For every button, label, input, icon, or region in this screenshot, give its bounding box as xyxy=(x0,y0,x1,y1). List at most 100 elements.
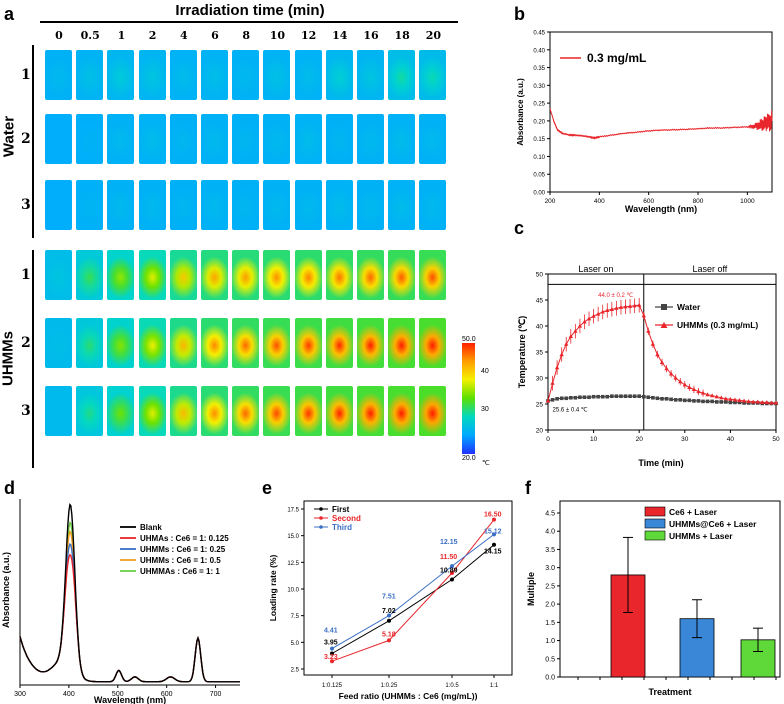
thermal-image xyxy=(45,180,72,230)
thermal-image xyxy=(169,318,197,368)
data-label: 12.15 xyxy=(440,539,458,546)
legend-swatch xyxy=(644,506,666,517)
thermal-image xyxy=(232,250,260,300)
y-tick-label: 50 xyxy=(536,272,544,279)
data-point xyxy=(614,306,619,310)
thermal-image xyxy=(263,114,291,164)
data-point xyxy=(330,646,334,651)
data-point xyxy=(701,399,705,404)
thermal-image xyxy=(107,180,135,230)
colorbar-30: 30 xyxy=(481,406,489,413)
data-point xyxy=(609,307,615,311)
replicate-label: 2 xyxy=(21,335,31,351)
data-point xyxy=(330,659,334,664)
data-label: 7.02 xyxy=(382,608,396,615)
x-tick-label: 300 xyxy=(14,691,26,698)
data-point xyxy=(719,395,724,400)
thermal-image xyxy=(325,386,353,436)
x-tick-label: 1000 xyxy=(740,198,755,205)
data-point xyxy=(724,400,728,404)
y-tick-label: 0.05 xyxy=(533,173,545,179)
y-axis-label: Multiple xyxy=(526,572,536,606)
y-tick-label: 0.45 xyxy=(533,31,545,37)
legend-swatch xyxy=(644,530,666,541)
uhmm-group-label: UHMMs xyxy=(0,331,17,386)
panel-label-b: b xyxy=(514,4,525,24)
thermal-image xyxy=(201,318,228,368)
data-point xyxy=(733,400,737,405)
data-point xyxy=(450,571,454,575)
y-tick-label: 4.0 xyxy=(545,529,555,536)
plot-frame xyxy=(559,500,781,678)
legend-water-label: Water xyxy=(677,302,701,312)
replicate-label: 3 xyxy=(21,197,31,213)
data-point xyxy=(387,638,391,643)
irradiation-time-title: Irradiation time (min) xyxy=(175,2,325,19)
y-tick-label: 20 xyxy=(536,428,544,435)
data-point xyxy=(650,341,656,346)
data-point xyxy=(586,316,592,321)
uhmm-group-bar xyxy=(32,250,34,468)
data-point xyxy=(655,396,660,401)
data-point xyxy=(687,385,692,389)
thermal-image xyxy=(169,250,197,300)
replicate-label: 3 xyxy=(21,403,31,419)
thermal-image xyxy=(169,180,197,230)
thermal-image xyxy=(45,318,72,368)
y-tick-label: 0.10 xyxy=(533,155,545,161)
thermal-image xyxy=(76,318,104,368)
thermal-image xyxy=(294,180,322,230)
legend-label: UHMMs : Ce6 = 1: 0.5 xyxy=(140,556,221,565)
y-tick-label: 0.00 xyxy=(533,191,545,197)
bar xyxy=(679,618,715,678)
peak-temp-annotation: 44.0 ± 0.2 ℃ xyxy=(598,293,633,299)
y-tick-label: 2.0 xyxy=(545,602,555,609)
legend-label: First xyxy=(332,505,350,514)
data-point xyxy=(564,396,569,401)
data-point xyxy=(760,400,765,405)
x-tick-label: 20 xyxy=(636,436,644,443)
data-point xyxy=(637,302,642,307)
y-axis-label: Absorbance (a.u.) xyxy=(1,552,11,628)
thermal-image xyxy=(388,250,416,300)
thermal-image xyxy=(138,250,166,300)
data-label: 4.41 xyxy=(324,628,338,635)
time-label: 20 xyxy=(425,29,442,42)
data-point xyxy=(614,394,619,398)
time-label: 4 xyxy=(179,29,188,42)
panel-label-c: c xyxy=(514,218,525,238)
thermal-image xyxy=(294,114,322,164)
y-tick-label: 10.0 xyxy=(287,588,299,594)
y-tick-label: 5.0 xyxy=(291,641,300,647)
data-point xyxy=(696,389,701,394)
data-point xyxy=(755,399,760,404)
thermal-image xyxy=(357,50,384,100)
thermal-image xyxy=(138,114,166,164)
time-label: 18 xyxy=(394,29,410,42)
y-tick-label: 12.5 xyxy=(287,561,299,567)
data-point xyxy=(668,371,674,376)
data-point xyxy=(591,313,596,318)
panel-label-f: f xyxy=(525,478,531,498)
x-tick-label: 1:0.25 xyxy=(381,683,398,689)
thermal-image xyxy=(388,318,416,368)
thermal-image xyxy=(294,250,322,300)
x-tick-label: 1:0.125 xyxy=(322,683,343,689)
x-tick-label: 600 xyxy=(643,198,654,205)
thermal-image xyxy=(325,250,353,300)
y-tick-label: 25 xyxy=(536,402,544,409)
data-point xyxy=(691,387,697,392)
colorbar-unit: ℃ xyxy=(482,460,490,467)
x-tick-label: 1:0.5 xyxy=(445,683,459,689)
data-point xyxy=(623,304,628,309)
thermal-image xyxy=(325,114,353,164)
data-point xyxy=(632,394,637,398)
thermal-image xyxy=(419,318,447,368)
data-point xyxy=(678,398,683,402)
thermal-image xyxy=(419,180,447,230)
data-point xyxy=(559,352,564,357)
thermal-image xyxy=(419,114,447,164)
x-tick-label: 10 xyxy=(590,436,598,443)
data-point xyxy=(596,394,600,399)
panel-b-chart: 0.00 0.05 0.10 0.15 0.20 0.25 0.30 0.35 0.40 0.45… xyxy=(516,31,773,214)
